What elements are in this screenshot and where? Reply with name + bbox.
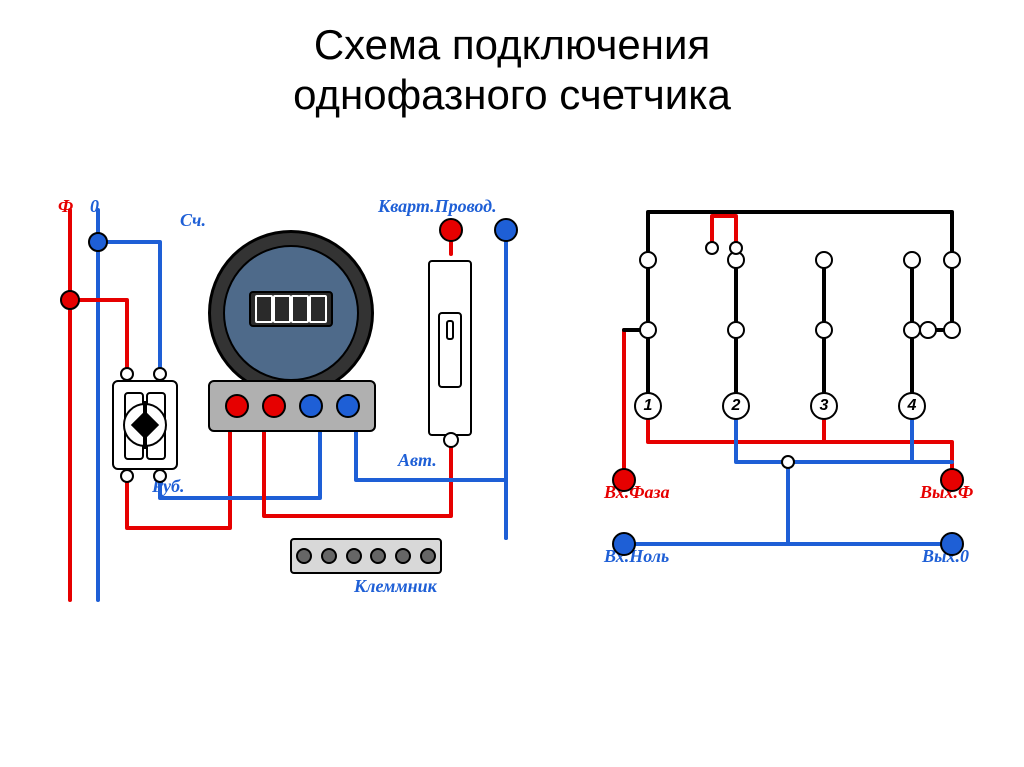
- node-dot: [494, 218, 518, 242]
- terminal-4: [336, 394, 360, 418]
- terminal-1: 1: [634, 392, 662, 420]
- terminal-3: 3: [810, 392, 838, 420]
- meter-digit: [309, 295, 327, 323]
- label-breaker: Авт.: [398, 450, 437, 471]
- label-meter: Сч.: [180, 210, 206, 231]
- label-zero: 0: [90, 196, 99, 217]
- label-phase: Ф: [58, 196, 73, 217]
- node-dot: [919, 321, 937, 339]
- page-title: Схема подключения однофазного счетчика: [0, 0, 1024, 121]
- klem-hole: [321, 548, 337, 564]
- node-dot: [120, 367, 134, 381]
- node-dot: [443, 432, 459, 448]
- klemmnik-block: [290, 538, 442, 574]
- meter-face: [223, 245, 359, 381]
- node-dot: [781, 455, 795, 469]
- rotary-switch: [112, 380, 178, 470]
- node-dot: [903, 251, 921, 269]
- node-dot: [943, 251, 961, 269]
- diagram-canvas: Ф 0 Сч. Кварт.Провод. Руб. Авт. Клеммник…: [0, 180, 1024, 740]
- node-dot: [120, 469, 134, 483]
- label-klemmnik: Клеммник: [354, 576, 437, 597]
- node-dot: [153, 367, 167, 381]
- klem-hole: [370, 548, 386, 564]
- node-dot: [940, 468, 964, 492]
- klem-hole: [296, 548, 312, 564]
- node-dot: [60, 290, 80, 310]
- node-dot: [940, 532, 964, 556]
- terminal-2: [262, 394, 286, 418]
- node-dot: [153, 469, 167, 483]
- node-dot: [612, 532, 636, 556]
- switch-knob: [123, 403, 167, 447]
- node-dot: [612, 468, 636, 492]
- meter-terminal-block: [208, 380, 376, 432]
- meter-body: [208, 230, 374, 396]
- klem-hole: [420, 548, 436, 564]
- node-dot: [729, 241, 743, 255]
- klem-hole: [346, 548, 362, 564]
- terminal-1: [225, 394, 249, 418]
- label-apartment: Кварт.Провод.: [378, 196, 497, 217]
- title-line2: однофазного счетчика: [0, 70, 1024, 120]
- breaker-toggle: [446, 320, 454, 340]
- meter-digit: [291, 295, 309, 323]
- title-line1: Схема подключения: [0, 20, 1024, 70]
- node-dot: [727, 321, 745, 339]
- node-dot: [639, 251, 657, 269]
- terminal-2: 2: [722, 392, 750, 420]
- breaker-body: [438, 312, 462, 388]
- node-dot: [639, 321, 657, 339]
- circuit-breaker: [428, 260, 472, 436]
- node-dot: [815, 321, 833, 339]
- node-dot: [943, 321, 961, 339]
- terminal-4: 4: [898, 392, 926, 420]
- node-dot: [88, 232, 108, 252]
- meter-display: [249, 291, 333, 327]
- node-dot: [815, 251, 833, 269]
- meter-digit: [255, 295, 273, 323]
- node-dot: [705, 241, 719, 255]
- klem-hole: [395, 548, 411, 564]
- terminal-3: [299, 394, 323, 418]
- node-dot: [439, 218, 463, 242]
- meter-digit: [273, 295, 291, 323]
